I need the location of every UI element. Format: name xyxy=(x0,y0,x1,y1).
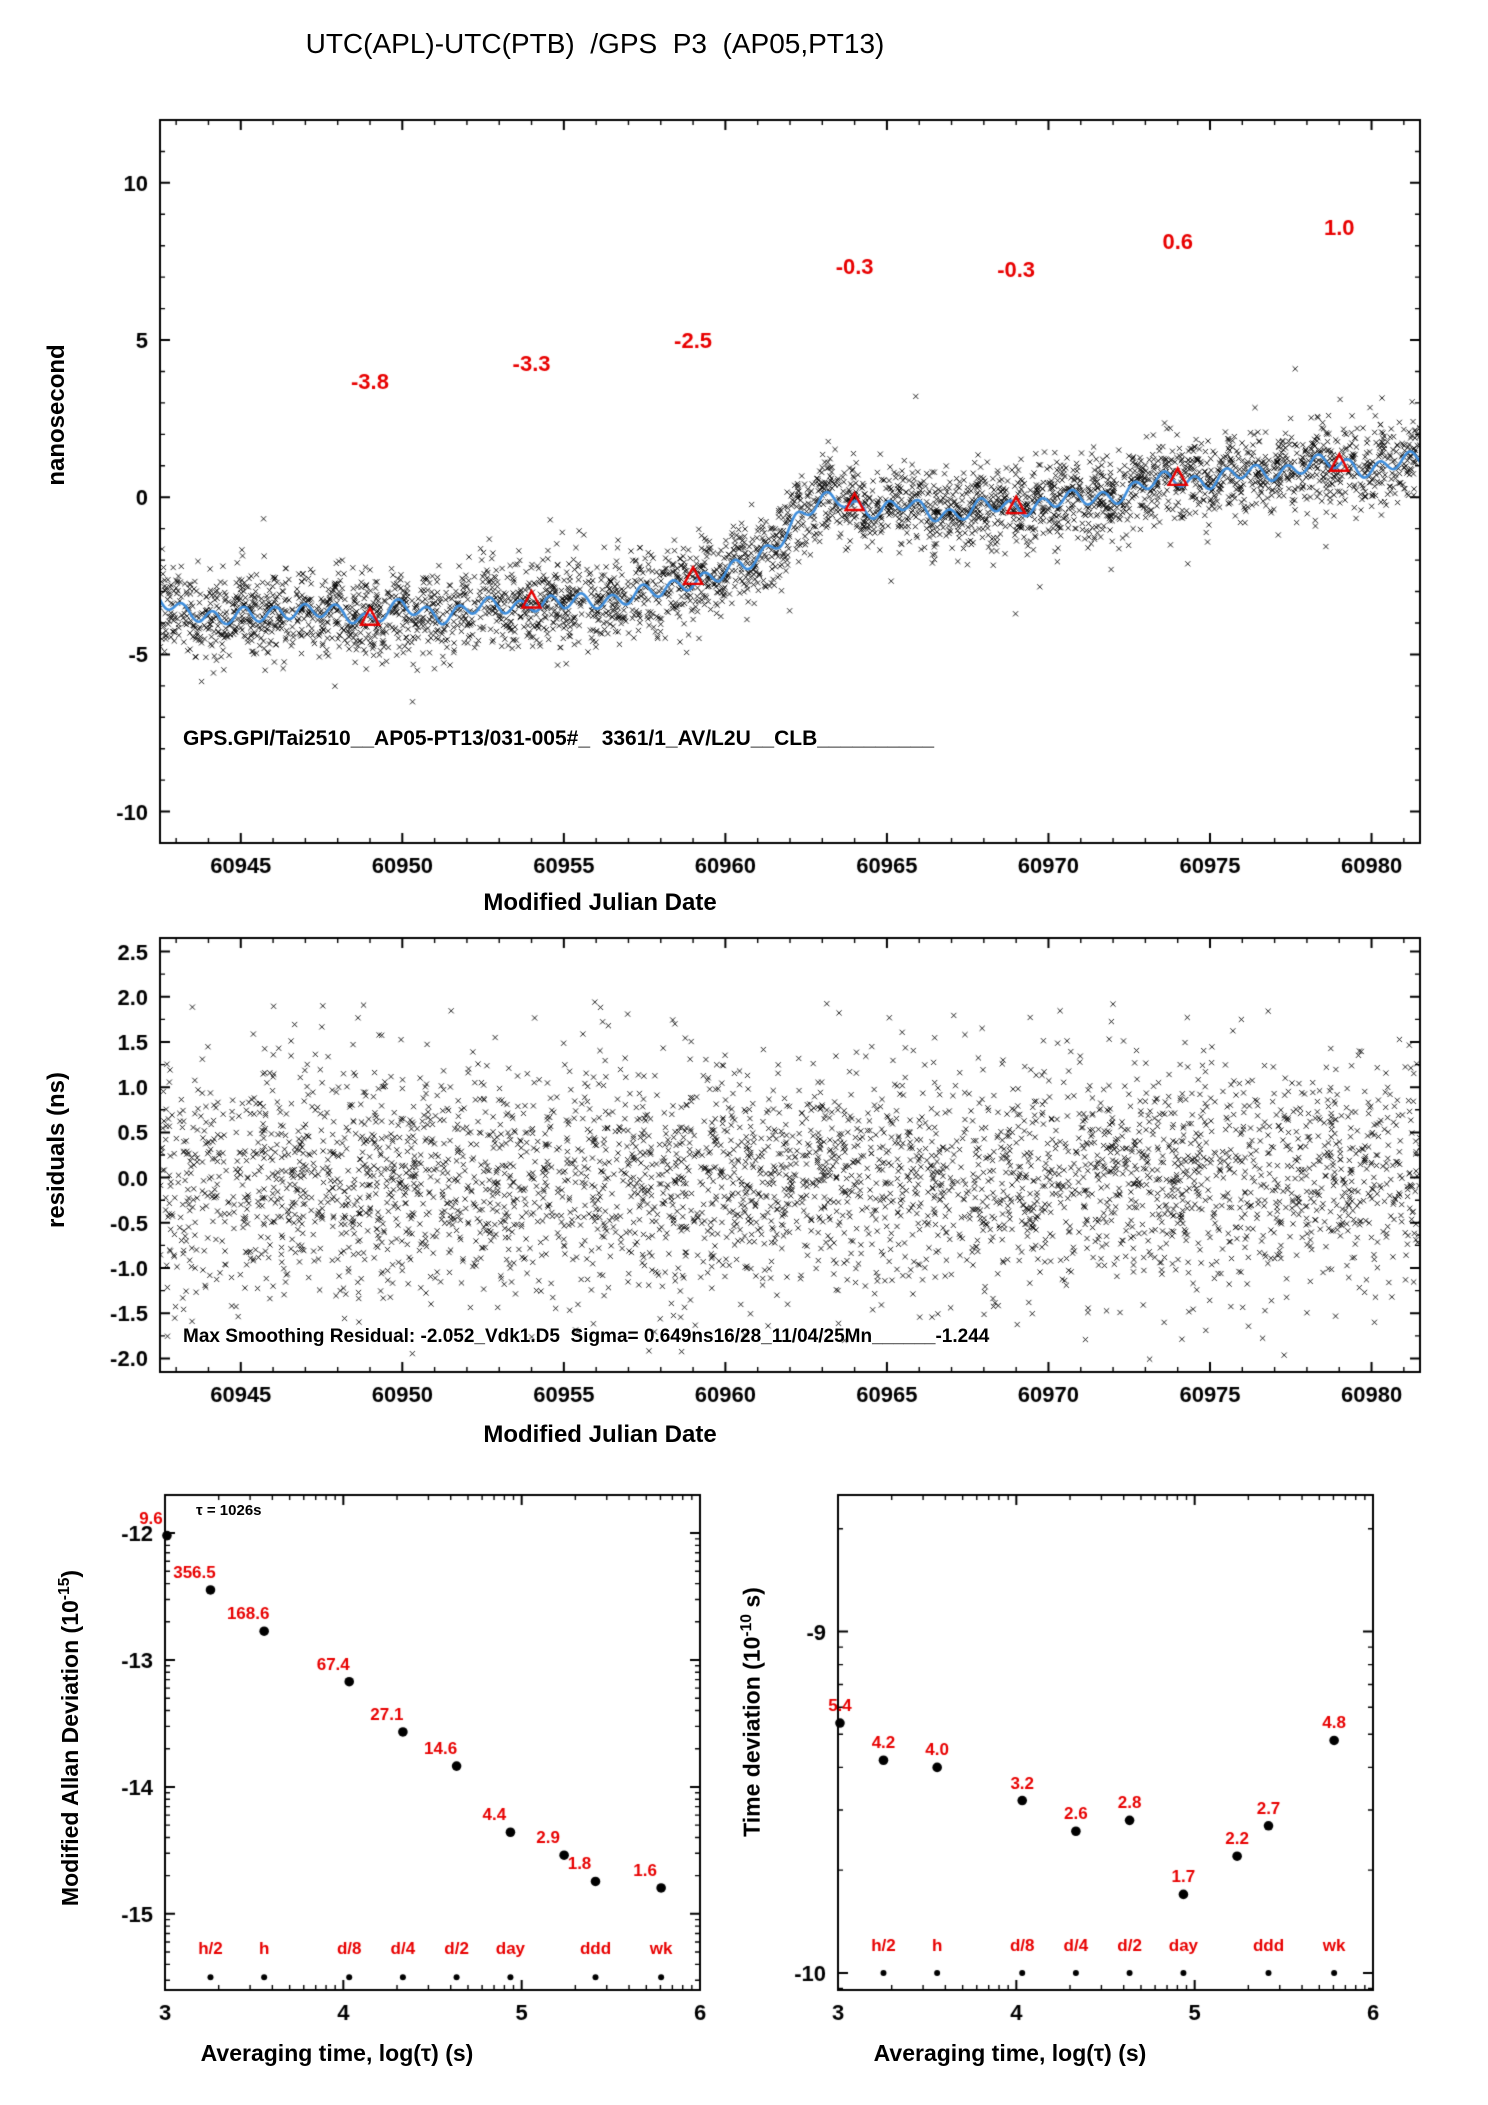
mdev-y-axis-title-exponent: -15 xyxy=(56,1577,74,1601)
tdev-y-axis-title-close: s) xyxy=(738,1587,765,1614)
mdev-tau-annotation: τ = 1026s xyxy=(196,1502,262,1519)
mdev-y-axis-title-text: Modified Allan Deviation (10 xyxy=(56,1600,83,1907)
tdev-y-axis-title-exponent: -10 xyxy=(738,1613,756,1637)
residuals-x-axis-title: Modified Julian Date xyxy=(483,1421,717,1448)
residuals-y-axis-title: residuals (ns) xyxy=(43,1071,70,1229)
mdev-y-axis-title: Modified Allan Deviation (10-15) xyxy=(56,1570,84,1906)
tdev-y-axis-title: Time deviation (10-10 s) xyxy=(738,1587,766,1837)
phase-y-axis-title: nanosecond xyxy=(43,344,70,486)
tdev-y-axis-title-text: Time deviation (10 xyxy=(738,1636,765,1837)
residuals-annotation: Max Smoothing Residual: -2.052_Vdk1.D5 S… xyxy=(183,1326,990,1347)
figure-title: UTC(APL)-UTC(PTB) /GPS P3 (AP05,PT13) xyxy=(305,28,885,59)
phase-x-axis-title: Modified Julian Date xyxy=(483,889,717,916)
mdev-x-axis-title: Averaging time, log(τ) (s) xyxy=(200,2040,474,2066)
phase-annotation: GPS.GPI/Tai2510__AP05-PT13/031-005#_ 336… xyxy=(183,727,935,750)
mdev-y-axis-title-close: ) xyxy=(56,1569,83,1578)
tdev-x-axis-title: Averaging time, log(τ) (s) xyxy=(873,2040,1147,2066)
